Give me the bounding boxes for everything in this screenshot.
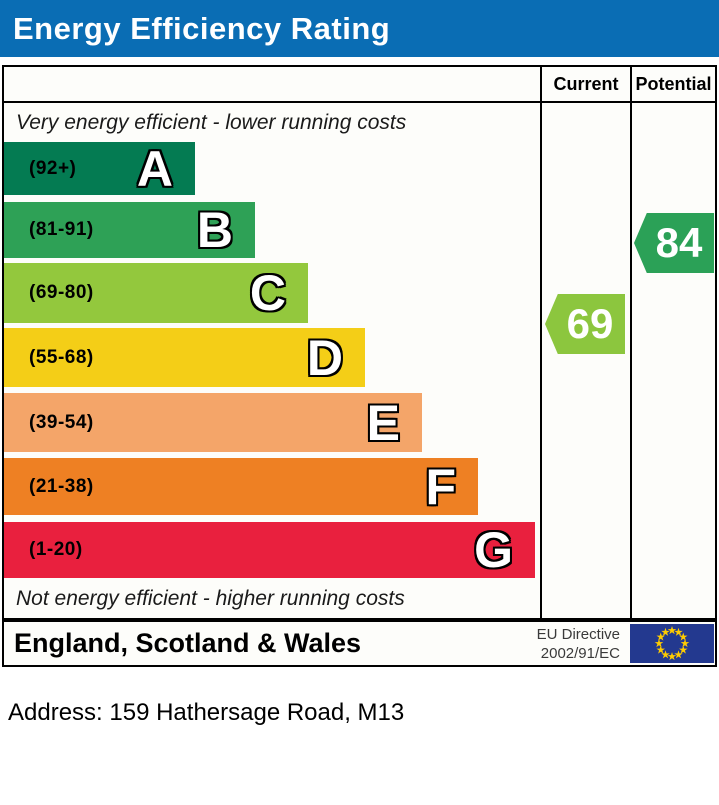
- band-b: (81-91) B: [4, 202, 255, 258]
- caption-very-efficient: Very energy efficient - lower running co…: [16, 111, 407, 134]
- band-d-range: (55-68): [29, 346, 94, 368]
- energy-rating-chart: Current Potential Very energy efficient …: [2, 65, 717, 620]
- page-title: Energy Efficiency Rating: [13, 11, 391, 46]
- band-c-range: (69-80): [29, 282, 94, 303]
- band-g: (1-20) G: [4, 522, 535, 578]
- eu-directive-line1: EU Directive: [536, 625, 620, 643]
- footer-box: England, Scotland & Wales EU Directive 2…: [2, 620, 717, 667]
- band-d: (55-68) D: [4, 328, 365, 387]
- band-e: (39-54) E: [4, 393, 422, 452]
- column-divider-current: [540, 67, 542, 618]
- band-b-range: (81-91): [29, 219, 94, 240]
- band-g-range: (1-20): [29, 539, 83, 560]
- title-bar: Energy Efficiency Rating: [0, 0, 719, 57]
- band-f-letter: F: [425, 458, 456, 515]
- header-divider-line: [4, 101, 715, 103]
- current-pointer: 69: [545, 294, 625, 354]
- band-c: (69-80) C: [4, 263, 308, 323]
- band-b-letter: B: [196, 202, 233, 258]
- region-label: England, Scotland & Wales: [14, 628, 362, 658]
- potential-value: 84: [655, 219, 703, 266]
- potential-pointer: 84: [634, 213, 714, 273]
- column-header-current: Current: [553, 73, 619, 94]
- eu-directive-line2: 2002/91/EC: [540, 644, 620, 662]
- band-e-letter: E: [366, 394, 400, 451]
- column-header-potential: Potential: [635, 73, 712, 94]
- address-line: Address: 159 Hathersage Road, M13: [8, 699, 405, 726]
- band-f: (21-38) F: [4, 458, 478, 515]
- column-divider-potential: [630, 67, 632, 618]
- band-f-range: (21-38): [29, 475, 94, 497]
- band-a-range: (92+): [29, 157, 77, 179]
- eu-flag-icon: [630, 624, 714, 663]
- band-e-range: (39-54): [29, 411, 94, 433]
- band-a-letter: A: [136, 140, 173, 197]
- band-a: (92+) A: [4, 142, 195, 195]
- band-c-letter: C: [249, 265, 286, 321]
- caption-not-efficient: Not energy efficient - higher running co…: [16, 587, 405, 610]
- eu-directive-label: EU Directive 2002/91/EC: [537, 625, 620, 663]
- band-d-letter: D: [306, 329, 343, 386]
- band-g-letter: G: [474, 522, 513, 578]
- current-value: 69: [566, 300, 614, 347]
